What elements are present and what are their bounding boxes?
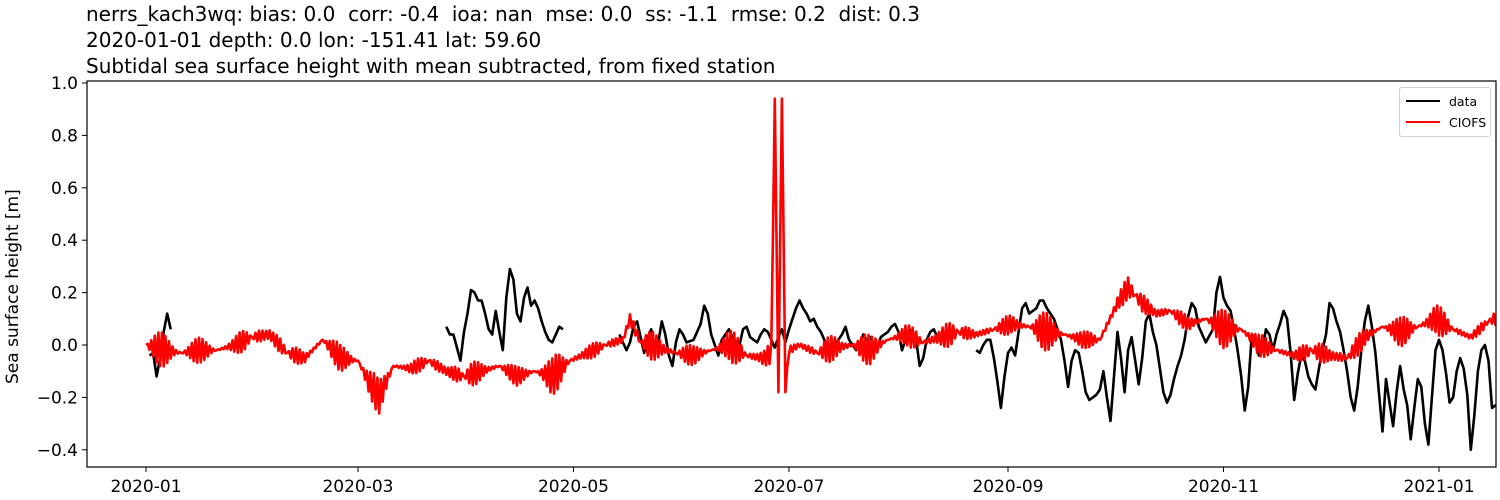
y-tick-label: −0.4 [37,441,78,461]
legend-label-ciofs: CIOFS [1449,114,1487,130]
x-tick-label: 2020-09 [972,477,1043,497]
x-tick-label: 2021-01 [1403,477,1474,497]
series-data-line [975,275,1496,452]
legend-label-data: data [1449,93,1478,109]
x-tick-label: 2020-01 [110,477,181,497]
legend-item-data: data [1406,92,1477,110]
y-axis-ticks: 1.0 0.8 0.6 0.4 0.2 0.0 −0.2 −0.4 [37,74,87,461]
x-tick-label: 2020-11 [1188,477,1259,497]
legend-swatch-ciofs [1406,120,1440,124]
series-data-line [445,267,564,363]
y-tick-label: 0.2 [51,284,78,304]
y-tick-label: 0.0 [51,336,78,356]
y-tick-label: 0.4 [51,231,78,251]
x-axis-ticks: 2020-01 2020-03 2020-05 2020-07 2020-09 2020-… [110,467,1475,497]
legend-swatch-data [1406,99,1440,103]
axes-frame [86,80,1497,468]
chart-title-location: 2020-01-01 depth: 0.0 lon: -151.41 lat: … [86,28,542,52]
y-tick-label: 1.0 [51,74,78,94]
y-tick-label: 0.8 [51,126,78,146]
x-tick-label: 2020-05 [538,477,609,497]
chart-title-description: Subtidal sea surface height with mean su… [86,54,776,78]
x-tick-label: 2020-07 [753,477,824,497]
y-tick-label: −0.2 [37,388,78,408]
x-tick-label: 2020-03 [322,477,393,497]
y-tick-label: 0.6 [51,179,78,199]
legend: data CIOFS [1399,87,1491,137]
legend-item-ciofs: CIOFS [1406,113,1486,131]
series-ciofs-line [145,97,1496,415]
chart-title-stats: nerrs_kach3wq: bias: 0.0 corr: -0.4 ioa:… [86,2,920,26]
series-layer [145,97,1496,452]
